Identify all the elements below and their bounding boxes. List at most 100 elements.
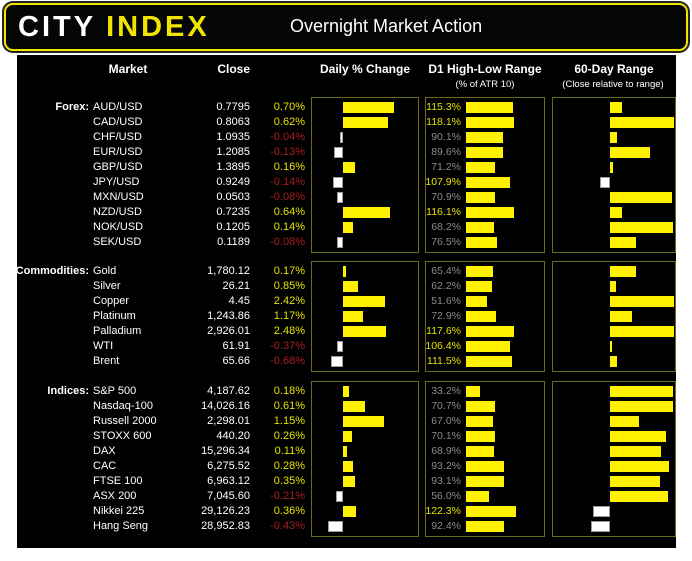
r60-panel-group1	[552, 261, 676, 372]
market-name: Russell 2000	[93, 415, 157, 427]
daily-panel-group0	[311, 97, 419, 253]
daily-panel-group2	[311, 381, 419, 537]
market-name: STOXX 600	[93, 430, 152, 442]
daily-change-value: -0.04%	[270, 131, 305, 143]
close-value: 2,926.01	[207, 325, 250, 337]
column-header-close: Close	[217, 62, 250, 76]
table-row: Nikkei 225 29,126.23 0.36% 122.3%	[17, 504, 676, 519]
range60-bar	[593, 506, 610, 517]
d1-range-bar	[466, 506, 517, 517]
column-subheader-atr: (% of ATR 10)	[455, 79, 515, 90]
market-name: CAC	[93, 460, 117, 472]
market-name: ASX 200	[93, 490, 137, 502]
d1-range-value: 51.6%	[431, 295, 461, 307]
d1-range-value: 65.4%	[431, 265, 461, 277]
daily-change-value: 2.48%	[273, 325, 305, 337]
d1-range-value: 118.1%	[426, 116, 461, 128]
table-row: MXN/USD 0.0503 -0.08% 70.9%	[17, 190, 676, 205]
daily-change-bar	[343, 266, 346, 277]
d1-range-bar	[466, 311, 496, 322]
close-value: 0.7795	[216, 101, 250, 113]
daily-change-value: -0.37%	[270, 340, 305, 352]
daily-change-bar	[331, 356, 343, 367]
d1-range-value: 70.7%	[431, 400, 461, 412]
daily-change-value: 0.62%	[273, 116, 305, 128]
daily-change-bar	[335, 491, 343, 502]
daily-change-bar	[327, 521, 343, 532]
d1-range-value: 72.9%	[431, 310, 461, 322]
d1-range-bar	[466, 117, 515, 128]
daily-change-bar	[343, 281, 358, 292]
range60-bar	[610, 237, 637, 248]
d1-range-value: 62.2%	[431, 280, 461, 292]
d1-range-bar	[466, 356, 512, 367]
column-header-60day-range: 60-Day Range	[574, 62, 654, 76]
d1-range-value: 116.1%	[426, 206, 461, 218]
daily-change-value: 0.35%	[273, 475, 305, 487]
column-header-market: Market	[108, 62, 148, 76]
daily-change-bar	[340, 132, 343, 143]
logo-city-text: CITY	[18, 11, 97, 43]
daily-change-value: -0.68%	[270, 355, 305, 367]
d1-range-bar	[466, 132, 503, 143]
daily-change-value: 0.28%	[273, 460, 305, 472]
close-value: 15,296.34	[201, 445, 250, 457]
table-row: Brent 65.66 -0.68% 111.5%	[17, 354, 676, 369]
d1-range-value: 70.1%	[431, 430, 461, 442]
daily-change-value: 0.17%	[273, 265, 305, 277]
d1-range-bar	[466, 401, 495, 412]
market-name: Silver	[93, 280, 121, 292]
market-name: NOK/USD	[93, 221, 144, 233]
market-name: Nikkei 225	[93, 505, 145, 517]
d1-range-value: 93.1%	[431, 475, 461, 487]
table-row: EUR/USD 1.2085 -0.13% 89.6%	[17, 145, 676, 160]
daily-change-value: 0.18%	[273, 385, 305, 397]
range60-bar	[610, 117, 674, 128]
daily-change-bar	[343, 207, 390, 218]
close-value: 0.8063	[216, 116, 250, 128]
close-value: 4.45	[228, 295, 250, 307]
daily-change-bar	[332, 177, 343, 188]
close-value: 0.9249	[216, 176, 250, 188]
close-value: 7,045.60	[207, 490, 250, 502]
daily-change-value: 0.14%	[273, 221, 305, 233]
d1-range-value: 107.9%	[425, 176, 461, 188]
d1-range-value: 111.5%	[426, 355, 461, 367]
d1-range-bar	[466, 102, 514, 113]
daily-change-bar	[343, 311, 364, 322]
d1-range-value: 122.3%	[425, 505, 461, 517]
d1-range-bar	[466, 222, 494, 233]
d1-range-value: 76.5%	[431, 236, 461, 248]
market-name: Palladium	[93, 325, 142, 337]
close-value: 1.3895	[216, 161, 250, 173]
range60-bar	[610, 401, 673, 412]
d1-range-value: 33.2%	[431, 385, 461, 397]
daily-change-bar	[343, 222, 354, 233]
daily-change-bar	[343, 296, 386, 307]
table-row: Russell 2000 2,298.01 1.15% 67.0%	[17, 414, 676, 429]
close-value: 0.1205	[216, 221, 250, 233]
daily-change-bar	[343, 162, 355, 173]
close-value: 1.0935	[216, 131, 250, 143]
daily-change-value: -0.08%	[270, 236, 305, 248]
report-body: Market Close Daily % Change D1 High-Low …	[16, 55, 676, 548]
range60-bar	[610, 192, 673, 203]
d1-range-bar	[466, 461, 505, 472]
daily-change-bar	[343, 506, 356, 517]
range60-bar	[610, 311, 632, 322]
market-name: S&P 500	[93, 385, 137, 397]
d1-range-bar	[466, 476, 505, 487]
d1-range-value: 56.0%	[431, 490, 461, 502]
d1-range-value: 68.9%	[431, 445, 461, 457]
close-value: 61.91	[222, 340, 250, 352]
close-value: 29,126.23	[201, 505, 250, 517]
table-row: NZD/USD 0.7235 0.64% 116.1%	[17, 205, 676, 220]
d1-panel-group1	[425, 261, 545, 372]
market-name: SEK/USD	[93, 236, 142, 248]
daily-change-value: 0.16%	[273, 161, 305, 173]
daily-change-bar	[343, 401, 365, 412]
market-name: CAD/USD	[93, 116, 143, 128]
d1-range-value: 89.6%	[431, 146, 461, 158]
d1-range-value: 68.2%	[431, 221, 461, 233]
table-row: Copper 4.45 2.42% 51.6%	[17, 294, 676, 309]
